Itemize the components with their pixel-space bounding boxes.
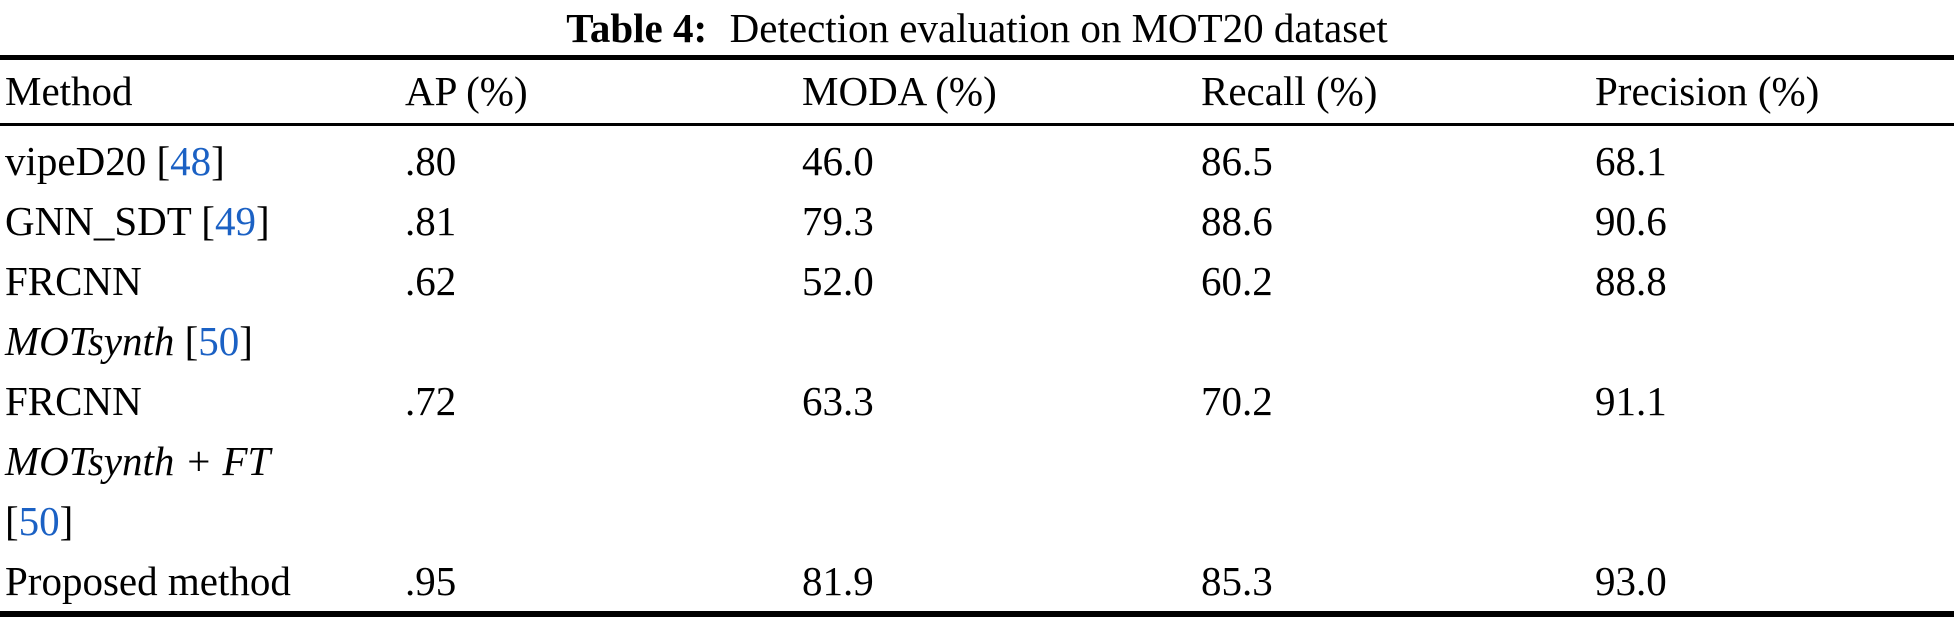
table-caption-text: Detection evaluation on MOT20 dataset (729, 5, 1388, 51)
method-cell: FRCNN MOTsynth [50] (0, 251, 400, 371)
moda-value-cell: 79.3 (802, 198, 874, 244)
recall-value-cell: 88.6 (1201, 198, 1273, 244)
method-text: FRCNN (5, 258, 142, 304)
recall-value-cell: 86.5 (1201, 138, 1273, 184)
ap-value-cell: .81 (405, 198, 457, 244)
ap-value-cell: .62 (405, 258, 457, 304)
ap-value-cell: .72 (405, 378, 457, 424)
moda-value-cell: 81.9 (802, 558, 874, 604)
method-text: Proposed method (5, 558, 291, 604)
recall-value-cell: 85.3 (1201, 558, 1273, 604)
citation-link[interactable]: 50 (18, 498, 60, 544)
method-text: [ (201, 198, 215, 244)
citation-link[interactable]: 49 (214, 198, 256, 244)
column-header-precision: Precision (%) (1590, 57, 1954, 126)
citation-link[interactable]: 50 (198, 318, 240, 364)
method-line: Proposed method (5, 551, 400, 611)
table-row: vipeD20 [48] .80 46.0 86.5 68.1 (0, 125, 1954, 192)
precision-value-cell: 90.6 (1595, 198, 1667, 244)
results-table: Method AP (%) MODA (%) Recall (%) Precision … (0, 55, 1954, 617)
method-cell: GNN_SDT [49] (0, 191, 400, 251)
method-text: [ (156, 138, 171, 184)
method-line: FRCNN (5, 251, 400, 311)
table-row: FRCNN MOTsynth + FT [50] .72 63.3 70.2 91.1 (0, 371, 1954, 551)
precision-value-cell: 88.8 (1595, 258, 1667, 304)
method-text: vipeD20 (5, 138, 157, 184)
precision-value-cell: 68.1 (1595, 138, 1667, 184)
method-line: MOTsynth [50] (5, 311, 400, 371)
ap-value-cell: .95 (405, 558, 457, 604)
method-cell: FRCNN MOTsynth + FT [50] (0, 371, 400, 551)
method-text: FRCNN (5, 378, 142, 424)
method-line: GNN_SDT [49] (5, 191, 400, 251)
method-text: GNN_SDT (5, 198, 202, 244)
recall-value-cell: 60.2 (1201, 258, 1273, 304)
table-caption: Table 4: Detection evaluation on MOT20 da… (0, 0, 1954, 55)
column-header-recall: Recall (%) (1196, 57, 1590, 126)
table-row: FRCNN MOTsynth [50] .62 52.0 60.2 88.8 (0, 251, 1954, 371)
header-row: Method AP (%) MODA (%) Recall (%) Precision … (0, 57, 1954, 126)
method-text: ] (59, 498, 74, 544)
method-text: [ (174, 318, 199, 364)
ap-value-cell: .80 (405, 138, 457, 184)
method-text: MOTsynth + FT (5, 438, 271, 484)
method-text: ] (239, 318, 253, 364)
citation-link[interactable]: 48 (170, 138, 212, 184)
table-row: Proposed method .95 81.9 85.3 93.0 (0, 551, 1954, 614)
method-cell: Proposed method (0, 551, 400, 614)
moda-value-cell: 63.3 (802, 378, 874, 424)
method-text: MOTsynth (5, 318, 175, 364)
recall-value-cell: 70.2 (1201, 378, 1273, 424)
column-header-moda: MODA (%) (797, 57, 1196, 126)
precision-value-cell: 91.1 (1595, 378, 1667, 424)
method-line: FRCNN (5, 371, 400, 431)
method-text: ] (255, 198, 270, 244)
table-caption-label: Table 4: (566, 5, 708, 51)
method-text: ] (211, 138, 225, 184)
method-cell: vipeD20 [48] (0, 125, 400, 192)
column-header-method: Method (0, 57, 400, 126)
method-line: vipeD20 [48] (5, 131, 400, 191)
moda-value-cell: 46.0 (802, 138, 874, 184)
column-header-ap: AP (%) (400, 57, 797, 126)
method-line: MOTsynth + FT (5, 431, 400, 491)
method-text: [ (5, 498, 19, 544)
moda-value-cell: 52.0 (802, 258, 874, 304)
precision-value-cell: 93.0 (1595, 558, 1667, 604)
table-row: GNN_SDT [49] .81 79.3 88.6 90.6 (0, 191, 1954, 251)
method-line: [50] (5, 491, 400, 551)
